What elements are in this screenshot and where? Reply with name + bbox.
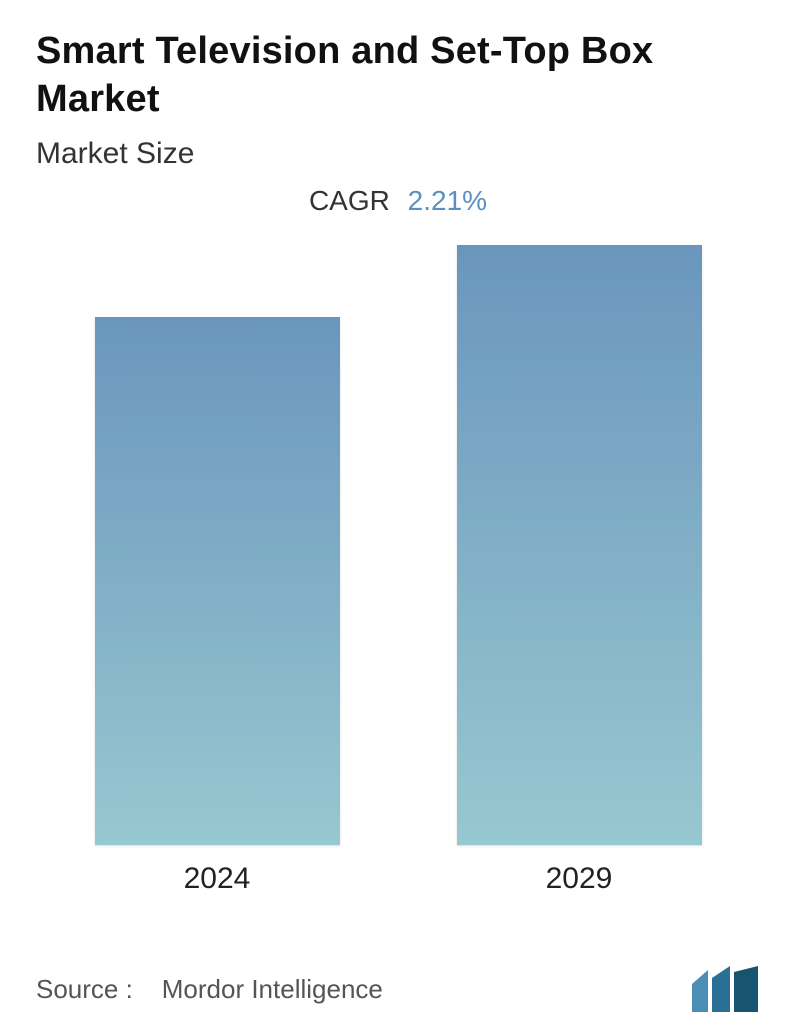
logo-bar-3 [734,966,758,1012]
chart-container: Smart Television and Set-Top Box Market … [0,0,796,1034]
logo-bar-2 [712,966,730,1012]
bars-group [36,245,760,845]
logo-bar-1 [692,970,708,1012]
xlabel-1: 2029 [398,862,760,896]
bar-chart: 2024 2029 [36,245,760,905]
cagr-line: CAGR 2.21% [36,185,760,217]
source-label: Source : [36,974,133,1004]
source-text: Source : Mordor Intelligence [36,974,383,1005]
source-name: Mordor Intelligence [162,974,383,1004]
cagr-label: CAGR [309,185,390,216]
brand-logo-icon [690,966,760,1012]
x-axis-labels: 2024 2029 [36,853,760,905]
bar-wrap-0 [36,317,398,845]
bar-0 [95,317,340,845]
page-title: Smart Television and Set-Top Box Market [36,28,760,123]
xlabel-0: 2024 [36,862,398,896]
bar-wrap-1 [398,245,760,845]
subtitle: Market Size [36,137,760,171]
cagr-value: 2.21% [408,185,487,216]
bar-1 [457,245,702,845]
footer: Source : Mordor Intelligence [36,966,760,1012]
